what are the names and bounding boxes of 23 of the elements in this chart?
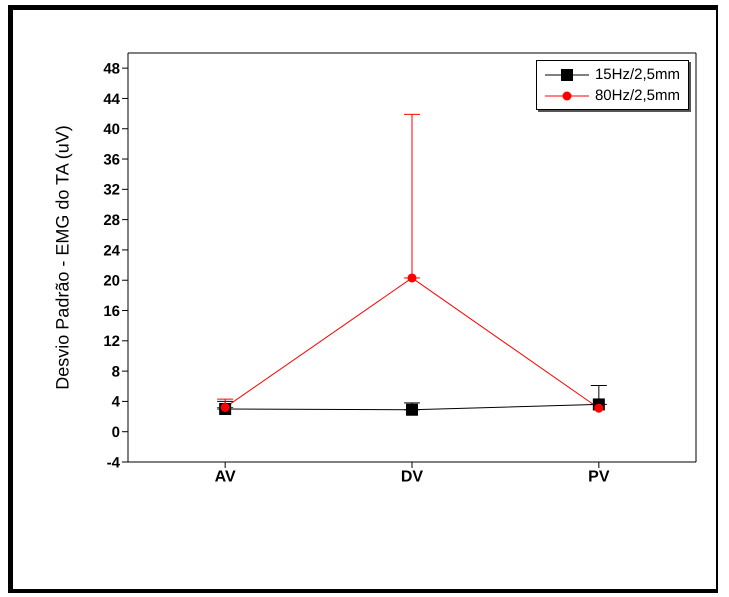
y-tick-label: 4 <box>112 394 121 411</box>
y-tick-label: 44 <box>103 90 121 108</box>
y-tick-label: 20 <box>103 272 120 290</box>
y-tick-label: 32 <box>103 182 120 199</box>
y-tick-label: 36 <box>103 151 120 168</box>
y-axis-title: Desvio Padrão - EMG do TA (uV) <box>52 125 72 390</box>
y-tick-label: 48 <box>103 60 120 78</box>
point <box>594 404 604 413</box>
legend-label: 15Hz/2,5mm <box>594 65 680 85</box>
point <box>406 404 418 416</box>
y-tick-label: 24 <box>103 242 121 260</box>
y-tick-label: 0 <box>112 424 120 442</box>
x-tick-label: DV <box>400 468 424 486</box>
y-tick-label: 16 <box>103 302 120 320</box>
legend-label: 80Hz/2,5mm <box>594 86 680 106</box>
y-tick-label: 8 <box>112 363 120 380</box>
x-tick-label: PV <box>588 468 610 486</box>
y-tick-label: 40 <box>103 121 120 138</box>
y-tick-label: 28 <box>103 212 120 229</box>
y-tick-label: -4 <box>106 454 121 472</box>
point <box>408 273 416 282</box>
y-tick-label: 12 <box>103 333 120 350</box>
x-tick-label: AV <box>214 468 236 486</box>
